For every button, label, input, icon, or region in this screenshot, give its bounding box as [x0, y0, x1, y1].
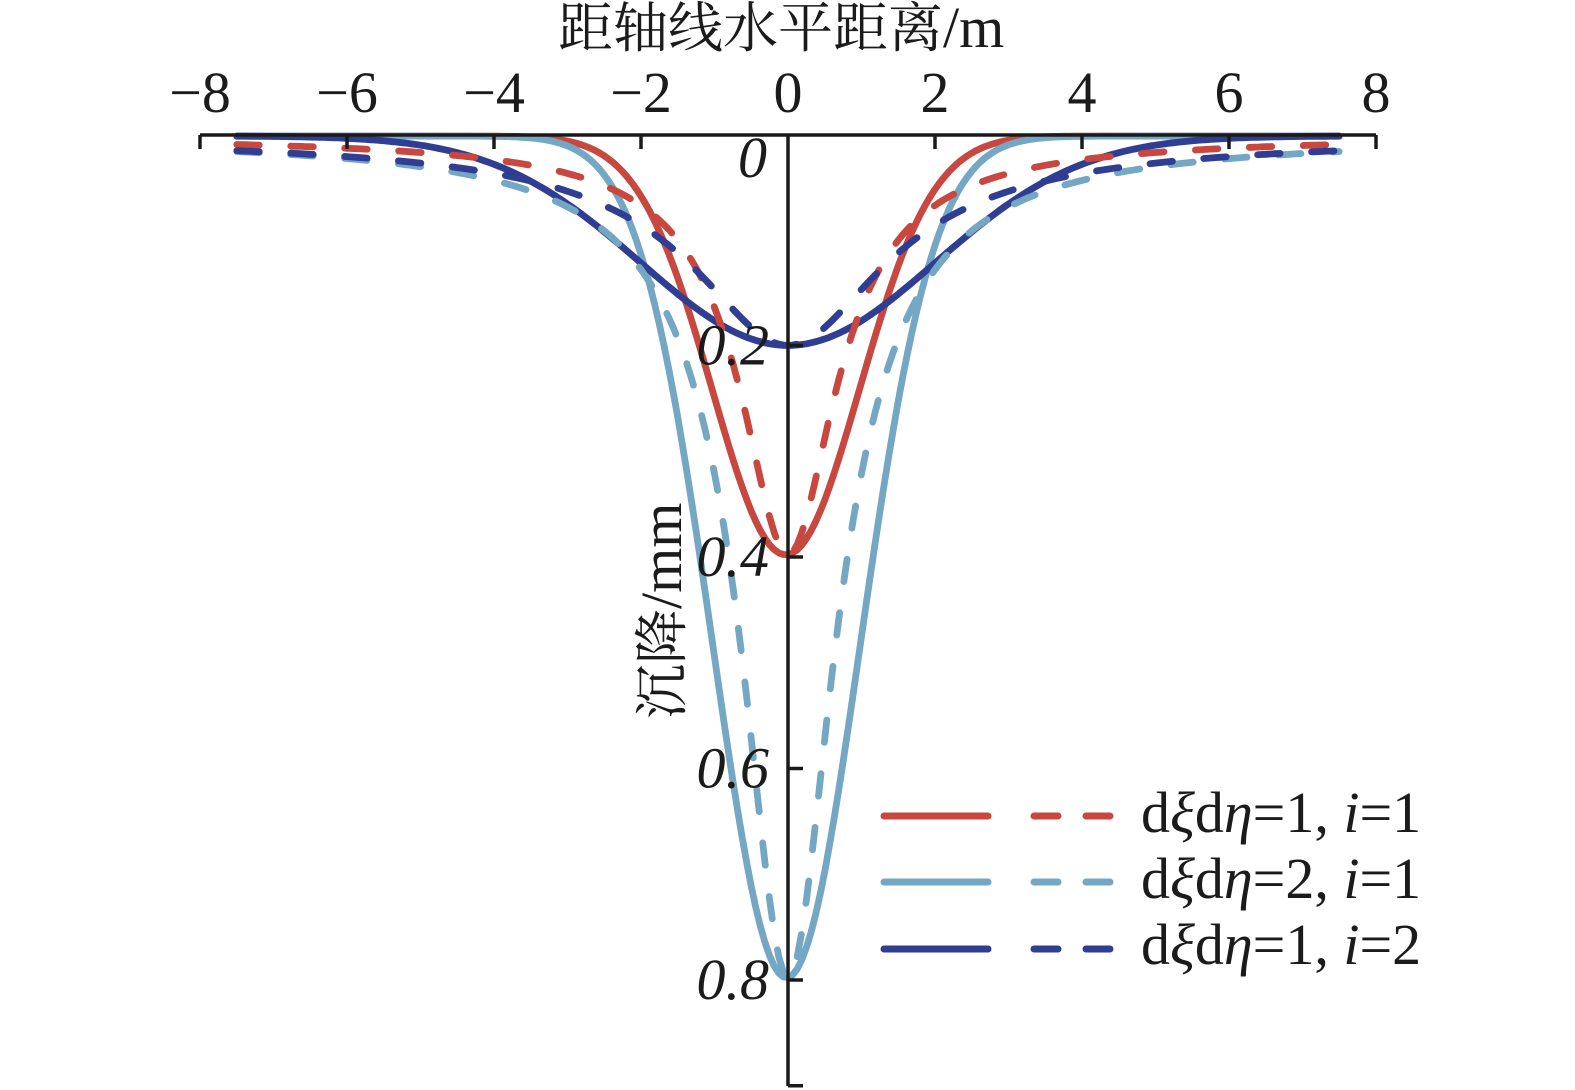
svg-text:0: 0: [738, 125, 767, 190]
svg-text:0.2: 0.2: [697, 313, 770, 378]
svg-text:0.8: 0.8: [697, 947, 770, 1012]
svg-text:dξdη=1, i=1: dξdη=1, i=1: [1141, 780, 1421, 845]
svg-text:dξdη=2, i=1: dξdη=2, i=1: [1141, 846, 1421, 911]
svg-text:0.4: 0.4: [697, 524, 770, 589]
svg-text:6: 6: [1215, 60, 1244, 125]
svg-text:−8: −8: [169, 60, 231, 125]
svg-text:dξdη=1, i=2: dξdη=1, i=2: [1141, 912, 1421, 977]
svg-text:0: 0: [774, 60, 803, 125]
svg-text:−4: −4: [463, 60, 525, 125]
svg-text:−6: −6: [316, 60, 378, 125]
svg-text:0.6: 0.6: [697, 736, 770, 801]
svg-text:8: 8: [1362, 60, 1391, 125]
svg-text:/m: /m: [943, 0, 1004, 60]
svg-text:2: 2: [921, 60, 950, 125]
svg-text:4: 4: [1068, 60, 1097, 125]
svg-text:−2: −2: [610, 60, 672, 125]
svg-text:/mm: /mm: [629, 503, 694, 609]
